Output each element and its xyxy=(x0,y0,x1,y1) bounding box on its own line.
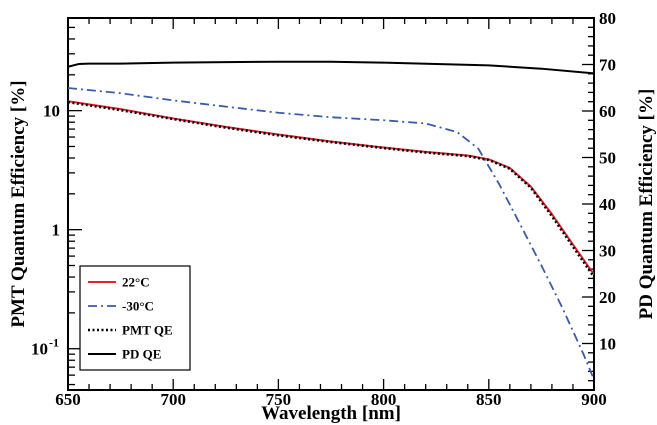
y-right-tick-label: 20 xyxy=(599,288,616,307)
y-right-tick-label: 30 xyxy=(599,242,616,261)
axis-ticks xyxy=(67,17,595,391)
legend-box xyxy=(79,265,191,371)
x-tick-label: 650 xyxy=(55,390,81,409)
series-layer xyxy=(68,60,594,380)
x-tick-label: 700 xyxy=(160,390,186,409)
y-right-tick-label: 80 xyxy=(599,9,616,28)
series-line-pmt-qe xyxy=(68,100,594,278)
legend-label: 22°C xyxy=(122,275,150,290)
legend-label: PMT QE xyxy=(122,323,173,338)
y-right-tick-label: 40 xyxy=(599,195,616,214)
series-line-pd-qe xyxy=(68,60,594,75)
x-tick-label: 900 xyxy=(581,390,607,409)
y-right-tick-label: 60 xyxy=(599,102,616,121)
legend: 22°C -30°C PMT QE PD QE xyxy=(79,265,191,371)
y-left-tick-exponent: -1 xyxy=(49,336,59,350)
x-tick-label: 750 xyxy=(266,390,292,409)
x-tick-label: 850 xyxy=(476,390,502,409)
y-left-tick-label: 10 xyxy=(43,102,60,121)
y-right-tick-label: 10 xyxy=(599,335,616,354)
y-left-tick-label: 1 xyxy=(52,221,61,240)
x-tick-label: 800 xyxy=(371,390,397,409)
legend-label: PD QE xyxy=(122,347,161,362)
x-axis-title: Wavelength [nm] xyxy=(261,403,401,424)
y-right-axis-title: PD Quantum Efficiency [%] xyxy=(636,89,657,320)
series-line-22-c xyxy=(68,100,594,276)
y-right-tick-label: 50 xyxy=(599,149,616,168)
y-left-axis-title: PMT Quantum Efficiency [%] xyxy=(8,80,29,327)
y-left-tick-label: 10 xyxy=(31,340,48,359)
y-right-tick-label: 70 xyxy=(599,56,616,75)
legend-label: -30°C xyxy=(122,299,154,314)
series-line-30-c xyxy=(68,87,594,380)
